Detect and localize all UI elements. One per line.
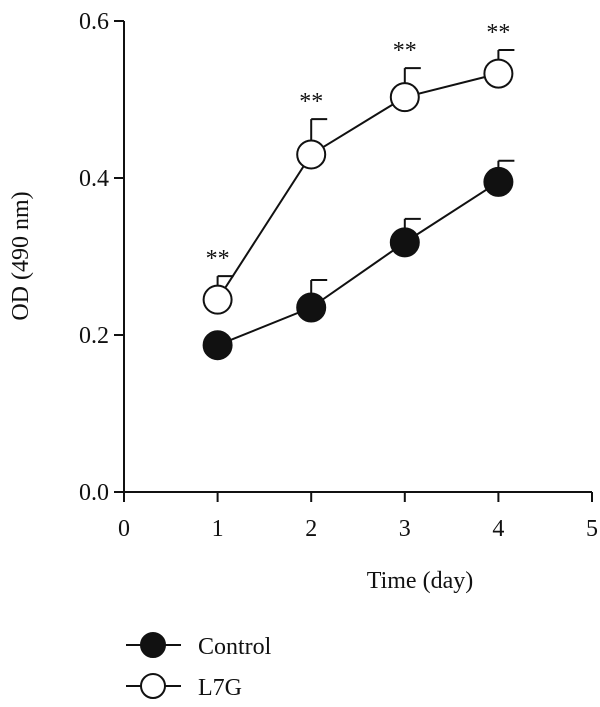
legend-marker-control xyxy=(140,632,166,658)
y-axis-label: OD (490 nm) xyxy=(8,191,34,320)
y-tick-label: 0.4 xyxy=(79,166,109,192)
legend-label-l7g: L7G xyxy=(198,675,242,701)
significance-label: ** xyxy=(299,89,323,115)
x-tick-label: 4 xyxy=(492,516,504,542)
legend-item-control: Control xyxy=(126,632,272,660)
legend-marker-l7g xyxy=(140,673,166,699)
x-tick-label: 1 xyxy=(212,516,224,542)
data-point-control xyxy=(202,330,233,361)
y-tick-label: 0.0 xyxy=(79,480,109,506)
series-l7g: ** ** ** ** xyxy=(202,20,515,315)
data-point-l7g xyxy=(296,139,327,170)
series-line-l7g xyxy=(216,72,499,301)
legend: Control L7G xyxy=(126,632,272,701)
series-line-control xyxy=(217,181,499,347)
significance-label: ** xyxy=(486,20,510,46)
data-point-l7g xyxy=(202,284,233,315)
legend-label-control: Control xyxy=(198,634,272,660)
y-tick-label: 0.2 xyxy=(79,323,109,349)
data-point-control xyxy=(389,227,420,258)
x-axis-label: Time (day) xyxy=(367,568,473,594)
significance-label: ** xyxy=(393,38,417,64)
data-point-l7g xyxy=(389,82,420,113)
legend-item-l7g: L7G xyxy=(126,673,242,701)
series-layer: ** ** ** ** xyxy=(202,20,515,361)
x-tick-label: 3 xyxy=(399,516,411,542)
series-control xyxy=(202,159,515,361)
x-ticks: 0 1 2 3 4 5 xyxy=(118,492,598,542)
significance-label: ** xyxy=(206,246,230,272)
x-tick-label: 2 xyxy=(305,516,317,542)
y-ticks: 0.0 0.2 0.4 0.6 xyxy=(79,9,124,506)
data-point-l7g xyxy=(483,58,514,89)
y-tick-label: 0.6 xyxy=(79,9,109,35)
x-tick-label: 5 xyxy=(586,516,598,542)
x-tick-label: 0 xyxy=(118,516,130,542)
plot-area: 0.0 0.2 0.4 0.6 0 1 2 3 4 5 ** ** ** ** xyxy=(79,9,598,542)
data-point-control xyxy=(483,166,514,197)
data-point-control xyxy=(296,292,327,323)
